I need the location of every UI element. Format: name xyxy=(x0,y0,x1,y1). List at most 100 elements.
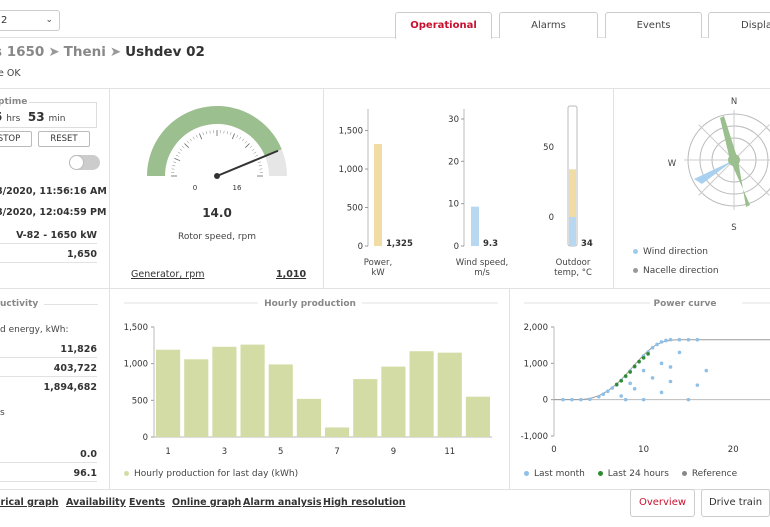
hourly-bar xyxy=(465,396,490,437)
turbine-model: V-82 - 1650 kW xyxy=(16,230,97,241)
divider xyxy=(0,88,770,89)
energy-value-1: 11,826 xyxy=(60,344,97,355)
gauge-ticks xyxy=(171,130,263,177)
hourly-bar xyxy=(437,352,462,437)
breadcrumb-item[interactable]: s 1650 xyxy=(0,44,45,60)
productivity-s-label: s xyxy=(0,408,5,418)
gauge-tick xyxy=(202,132,204,136)
uptime-minutes-unit: min xyxy=(48,114,66,124)
y-tick-label: -1,000 xyxy=(521,432,548,442)
x-tick-label: 9 xyxy=(391,447,396,457)
x-tick-label: 5 xyxy=(278,447,283,457)
gauge-tick xyxy=(249,145,253,149)
divider xyxy=(0,481,97,482)
breadcrumb-current: Ushdev 02 xyxy=(125,44,205,60)
link-high-resolution[interactable]: High resolution xyxy=(323,497,406,508)
last-24h-point xyxy=(623,374,628,378)
y-tick-label: 0 xyxy=(543,396,548,406)
hourly-bar xyxy=(409,351,434,437)
last-month-point xyxy=(677,350,682,355)
temp-label: temp, °C xyxy=(554,268,592,278)
uptime-hours: 5 xyxy=(0,110,2,124)
legend-label: Last 24 hours xyxy=(607,469,669,479)
nacelle-arrow xyxy=(730,160,750,207)
stop-button[interactable]: STOP xyxy=(0,131,32,147)
gauge-tick xyxy=(172,165,176,167)
power-label: Power, xyxy=(364,258,392,268)
site-select[interactable]: 2 ⌄ xyxy=(0,10,60,31)
legend-dot-icon xyxy=(524,471,529,476)
legend-dot-icon xyxy=(124,471,129,476)
last-month-point xyxy=(668,337,673,342)
hourly-bar xyxy=(381,366,406,437)
divider xyxy=(109,88,110,288)
turbine-state: ne OK xyxy=(0,68,21,79)
rated-power: 1,650 xyxy=(66,249,97,260)
x-tick-label: 10 xyxy=(638,445,649,455)
productivity-value-5: 96.1 xyxy=(73,468,97,479)
hourly-bar xyxy=(268,364,293,437)
axis-tick-label: 1,000 xyxy=(339,165,363,175)
link-alarm-analysis[interactable]: Alarm analysis xyxy=(243,497,322,508)
gauge-tick xyxy=(186,140,190,144)
x-tick-label: 3 xyxy=(222,447,227,457)
generator-link[interactable]: Generator, rpm xyxy=(131,269,205,280)
reset-button[interactable]: RESET xyxy=(38,131,90,147)
divider xyxy=(0,462,97,463)
link-availability[interactable]: Availability xyxy=(66,497,126,508)
tab-display[interactable]: Displa xyxy=(708,12,770,38)
wind-direction-arrow xyxy=(694,160,734,184)
axis-tick-label: 0 xyxy=(358,242,363,252)
wind-bar xyxy=(471,206,479,246)
tab-operational[interactable]: Operational xyxy=(395,12,492,39)
breadcrumb: s 1650➤Theni➤Ushdev 02 xyxy=(0,44,205,60)
link-historical-graph[interactable]: orical graph xyxy=(0,497,59,508)
last-24h-point xyxy=(632,364,637,369)
last-month-point xyxy=(650,345,655,350)
divider xyxy=(0,376,97,377)
gauge-hub xyxy=(214,173,220,179)
last-month-point xyxy=(610,386,615,390)
breadcrumb-separator-icon: ➤ xyxy=(109,44,122,60)
uptime-minutes: 53 xyxy=(27,110,45,124)
last-24h-point xyxy=(646,352,650,356)
compass-spoke xyxy=(698,159,735,196)
gauge-tick xyxy=(244,140,248,144)
compass-spoke xyxy=(733,159,770,196)
compass-w: W xyxy=(668,159,677,169)
legend-wind-direction: Wind direction xyxy=(633,247,708,257)
tab-label: Operational xyxy=(410,20,477,31)
tab-events[interactable]: Events xyxy=(605,12,702,38)
wind-label: Wind speed, xyxy=(456,258,508,268)
uptime-box xyxy=(0,102,97,128)
gauge-caption: Rotor speed, rpm xyxy=(178,232,256,242)
hourly-bar xyxy=(353,379,378,437)
legend-dot-icon xyxy=(681,471,687,476)
gauge-tick xyxy=(174,158,181,162)
toggle-switch[interactable] xyxy=(69,155,100,170)
tab-alarms[interactable]: Alarms xyxy=(499,12,598,38)
overview-button[interactable]: Overview xyxy=(630,489,695,517)
link-events[interactable]: Events xyxy=(129,497,166,508)
last-month-point xyxy=(659,340,664,344)
power-curve-legend: Last month Last 24 hours Reference xyxy=(524,469,737,479)
gauge-tick xyxy=(192,136,195,140)
hourly-bar xyxy=(325,427,350,437)
drive-train-button[interactable]: Drive train xyxy=(701,489,770,517)
breadcrumb-item[interactable]: Theni xyxy=(63,44,106,60)
link-online-graph[interactable]: Online graph xyxy=(172,497,242,508)
site-select-value: 2 xyxy=(1,15,8,26)
last-month-point xyxy=(632,386,637,391)
power-bar xyxy=(374,144,382,246)
axis-tick-label: 500 xyxy=(347,204,363,214)
gauge-min-label: 0 xyxy=(193,184,197,192)
legend-label: Hourly production for last day (kWh) xyxy=(134,469,299,479)
temp-tick-label: 0 xyxy=(549,213,554,223)
tab-label: Displa xyxy=(741,20,770,31)
axis-tick-label: 10 xyxy=(448,200,459,210)
y-tick-label: 1,000 xyxy=(124,360,148,370)
hourly-bar xyxy=(156,349,181,437)
x-tick-label: 11 xyxy=(444,447,455,457)
divider xyxy=(323,88,324,288)
